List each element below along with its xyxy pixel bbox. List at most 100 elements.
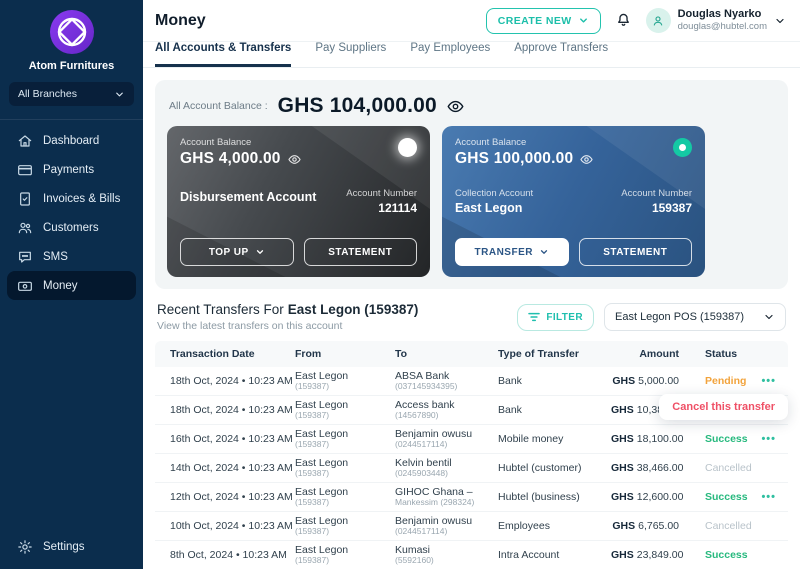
col-status: Status: [705, 348, 738, 360]
statement-button[interactable]: STATEMENT: [303, 238, 417, 266]
cell-amount: GHS 38,466.00: [611, 462, 684, 474]
row-menu-icon[interactable]: •••: [761, 433, 776, 445]
sidebar-item-customers[interactable]: Customers: [7, 213, 136, 242]
page-title: Money: [155, 11, 206, 29]
sidebar-item-label: Payments: [43, 163, 95, 176]
cell-to: Kelvin bentil (0245903448): [395, 457, 452, 479]
card-balance-label: Account Balance: [455, 137, 527, 148]
cell-amount: GHS 23,849.00: [611, 549, 684, 561]
cell-date: 18th Oct, 2024 • 10:23 AM: [170, 404, 293, 416]
account-dropdown-value: East Legon POS (159387): [615, 311, 745, 323]
money-icon: [17, 278, 33, 294]
sidebar-item-settings[interactable]: Settings: [7, 532, 136, 561]
chat-icon: [17, 249, 33, 265]
tab-pay-suppliers[interactable]: Pay Suppliers: [315, 42, 387, 54]
sidebar-item-payments[interactable]: Payments: [7, 155, 136, 184]
chevron-down-icon: [114, 89, 125, 100]
table-row[interactable]: 16th Oct, 2024 • 10:23 AM East Legon (159…: [155, 425, 788, 454]
cell-amount: GHS 12,600.00: [611, 491, 684, 503]
sidebar-item-label: Settings: [43, 540, 85, 553]
sidebar-item-invoices[interactable]: Invoices & Bills: [7, 184, 136, 213]
sidebar-item-label: Invoices & Bills: [43, 192, 121, 205]
notification-bell-icon[interactable]: [615, 12, 632, 29]
status-badge: Success: [705, 433, 748, 445]
cell-from: East Legon (159387): [295, 515, 349, 537]
row-menu-icon[interactable]: •••: [761, 375, 776, 387]
eye-icon[interactable]: [287, 153, 301, 166]
account-indicator-icon: [398, 138, 417, 157]
transfer-button[interactable]: TRANSFER: [455, 238, 569, 266]
cell-type: Hubtel (business): [498, 491, 580, 503]
table-row[interactable]: 18th Oct, 2024 • 10:23 AM East Legon (159…: [155, 367, 788, 396]
filter-label: FILTER: [546, 311, 583, 323]
sidebar-item-money[interactable]: Money: [7, 271, 136, 300]
account-dropdown[interactable]: East Legon POS (159387): [604, 303, 786, 331]
card-balance-amount: GHS 4,000.00: [180, 150, 281, 167]
cell-date: 8th Oct, 2024 • 10:23 AM: [170, 549, 287, 561]
cell-to: Kumasi (5592160): [395, 544, 434, 566]
statement-label: STATEMENT: [603, 246, 668, 258]
people-icon: [17, 220, 33, 236]
filter-button[interactable]: FILTER: [517, 303, 594, 331]
cell-from: East Legon (159387): [295, 486, 349, 508]
statement-button[interactable]: STATEMENT: [578, 238, 692, 266]
cell-to: GIHOC Ghana – Mankessim (298324): [395, 486, 475, 508]
cell-type: Bank: [498, 404, 522, 416]
tab-approve-transfers[interactable]: Approve Transfers: [514, 42, 609, 54]
transfers-table: Transaction Date From To Type of Transfe…: [155, 341, 788, 569]
col-to: To: [395, 348, 408, 360]
status-badge: Success: [705, 549, 748, 561]
col-type: Type of Transfer: [498, 348, 579, 360]
table-row[interactable]: 18th Oct, 2024 • 10:23 AM East Legon (159…: [155, 396, 788, 425]
tab-all-accounts-transfers[interactable]: All Accounts & Transfers: [155, 42, 292, 67]
sidebar-item-label: Money: [43, 279, 78, 292]
cell-from: East Legon (159387): [295, 544, 349, 566]
statement-label: STATEMENT: [328, 246, 393, 258]
user-name: Douglas Nyarko: [677, 7, 762, 20]
company-name: Atom Furnitures: [28, 60, 115, 72]
cell-from: East Legon (159387): [295, 428, 349, 450]
cell-from: East Legon (159387): [295, 370, 349, 392]
sidebar-item-dashboard[interactable]: Dashboard: [7, 126, 136, 155]
cell-date: 12th Oct, 2024 • 10:23 AM: [170, 491, 293, 503]
invoice-icon: [17, 191, 33, 207]
cell-type: Hubtel (customer): [498, 462, 582, 474]
sidebar-item-sms[interactable]: SMS: [7, 242, 136, 271]
cancel-transfer-menu-item[interactable]: Cancel this transfer: [659, 394, 788, 420]
create-new-button[interactable]: CREATE NEW: [485, 7, 601, 34]
top-up-label: TOP UP: [208, 246, 249, 258]
transfers-title: Recent Transfers For East Legon (159387): [157, 302, 419, 317]
table-row[interactable]: 8th Oct, 2024 • 10:23 AM East Legon (1593…: [155, 541, 788, 569]
card-balance-label: Account Balance: [180, 137, 252, 148]
eye-icon[interactable]: [580, 153, 593, 166]
cell-amount: GHS 18,100.00: [611, 433, 684, 445]
eye-icon[interactable]: [447, 98, 464, 115]
col-amount: Amount: [639, 348, 679, 360]
account-number: 159387: [651, 201, 692, 215]
table-row[interactable]: 12th Oct, 2024 • 10:23 AM East Legon (159…: [155, 483, 788, 512]
status-badge: Cancelled: [705, 520, 752, 532]
account-number: 121114: [378, 201, 417, 215]
topbar: Money CREATE NEW Douglas Nyarko douglas@…: [143, 0, 800, 42]
col-transaction-date: Transaction Date: [170, 348, 255, 360]
account-active-indicator-icon: [673, 138, 692, 157]
row-menu-icon[interactable]: •••: [761, 491, 776, 503]
cell-date: 14th Oct, 2024 • 10:23 AM: [170, 462, 293, 474]
chevron-down-icon: [540, 250, 548, 254]
branch-selector-value: All Branches: [18, 88, 77, 100]
sidebar-divider: [0, 119, 143, 120]
sidebar-item-label: SMS: [43, 250, 68, 263]
top-up-button[interactable]: TOP UP: [180, 238, 294, 266]
cell-to: Access bank (14567890): [395, 399, 455, 421]
status-badge: Pending: [705, 375, 747, 387]
account-name: Disbursement Account: [180, 190, 317, 204]
cell-date: 18th Oct, 2024 • 10:23 AM: [170, 375, 293, 387]
tab-pay-employees[interactable]: Pay Employees: [410, 42, 491, 54]
table-row[interactable]: 14th Oct, 2024 • 10:23 AM East Legon (159…: [155, 454, 788, 483]
cell-to: Benjamin owusu (0244517114): [395, 428, 473, 450]
table-row[interactable]: 10th Oct, 2024 • 10:23 AM East Legon (159…: [155, 512, 788, 541]
user-menu[interactable]: Douglas Nyarko douglas@hubtel.com: [645, 7, 786, 34]
cell-from: East Legon (159387): [295, 457, 349, 479]
disbursement-account-card: Account Balance GHS 4,000.00 Disbursemen…: [167, 126, 430, 277]
branch-selector[interactable]: All Branches: [9, 82, 134, 106]
